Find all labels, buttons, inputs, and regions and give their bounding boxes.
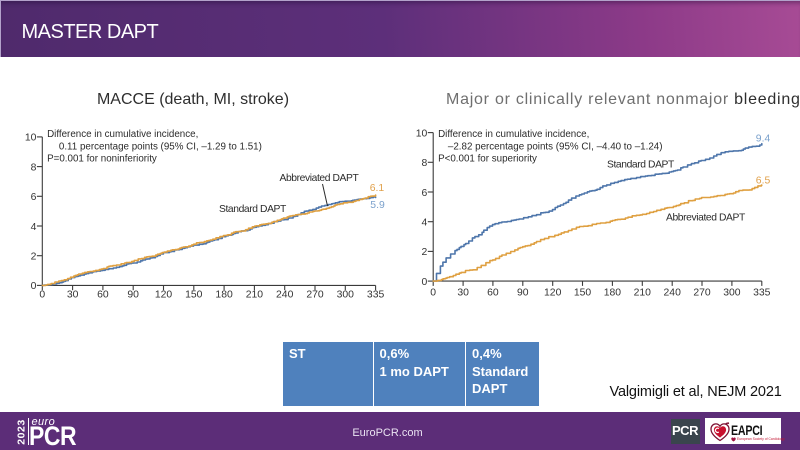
svg-text:210: 210 xyxy=(634,287,652,298)
svg-text:Difference in cumulative incid: Difference in cumulative incidence, xyxy=(438,129,589,140)
svg-text:Abbreviated DAPT: Abbreviated DAPT xyxy=(280,173,360,184)
svg-text:0.11 percentage points (95% CI: 0.11 percentage points (95% CI, –1.29 to… xyxy=(59,141,262,152)
svg-text:4: 4 xyxy=(422,218,428,229)
svg-text:Standard DAPT: Standard DAPT xyxy=(607,160,675,171)
svg-text:6: 6 xyxy=(31,192,37,203)
svg-text:120: 120 xyxy=(155,289,173,300)
svg-text:0: 0 xyxy=(39,289,45,300)
svg-text:90: 90 xyxy=(517,287,529,298)
svg-text:Standard DAPT: Standard DAPT xyxy=(219,204,287,215)
svg-text:270: 270 xyxy=(306,289,324,300)
svg-text:P<0.001 for superiority: P<0.001 for superiority xyxy=(438,153,537,164)
svg-text:0: 0 xyxy=(31,281,37,292)
svg-text:240: 240 xyxy=(664,287,682,298)
svg-text:10: 10 xyxy=(416,128,428,139)
svg-text:P=0.001 for noninferiority: P=0.001 for noninferiority xyxy=(47,153,157,164)
svg-text:2: 2 xyxy=(31,252,37,263)
svg-text:210: 210 xyxy=(246,289,264,300)
svg-text:30: 30 xyxy=(67,289,79,300)
svg-text:2: 2 xyxy=(422,247,428,258)
svg-text:Abbreviated DAPT: Abbreviated DAPT xyxy=(666,213,746,224)
svg-text:335: 335 xyxy=(753,287,771,298)
svg-text:6.5: 6.5 xyxy=(756,175,771,186)
svg-text:0: 0 xyxy=(430,287,436,298)
svg-text:5.9: 5.9 xyxy=(370,200,385,211)
svg-text:90: 90 xyxy=(127,289,139,300)
svg-text:6.1: 6.1 xyxy=(370,183,385,194)
svg-text:150: 150 xyxy=(574,287,592,298)
svg-text:300: 300 xyxy=(723,287,741,298)
svg-text:150: 150 xyxy=(185,289,203,300)
svg-text:240: 240 xyxy=(276,289,294,300)
svg-text:30: 30 xyxy=(457,287,469,298)
svg-text:60: 60 xyxy=(97,289,109,300)
svg-text:120: 120 xyxy=(544,287,562,298)
svg-text:300: 300 xyxy=(337,289,355,300)
svg-text:270: 270 xyxy=(693,287,711,298)
svg-text:10: 10 xyxy=(25,133,37,144)
svg-text:6: 6 xyxy=(422,188,428,199)
svg-text:9.4: 9.4 xyxy=(756,134,771,145)
svg-text:–2.82 percentage points (95% C: –2.82 percentage points (95% CI, –4.40 t… xyxy=(448,141,663,152)
svg-text:180: 180 xyxy=(215,289,233,300)
svg-text:0: 0 xyxy=(422,277,428,288)
svg-text:335: 335 xyxy=(367,289,385,300)
svg-text:180: 180 xyxy=(604,287,622,298)
svg-text:8: 8 xyxy=(31,162,37,173)
svg-text:60: 60 xyxy=(487,287,499,298)
svg-text:Difference in cumulative incid: Difference in cumulative incidence, xyxy=(47,129,198,140)
svg-text:8: 8 xyxy=(422,158,428,169)
svg-text:4: 4 xyxy=(31,222,37,233)
